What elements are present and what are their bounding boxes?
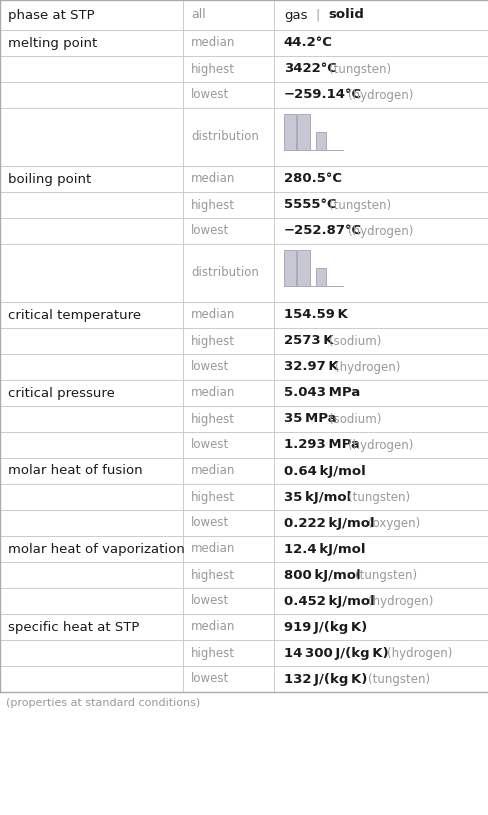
Text: |: | — [315, 8, 320, 21]
Text: highest: highest — [191, 569, 235, 581]
Text: 2573 K: 2573 K — [283, 334, 333, 347]
Text: 1.293 MPa: 1.293 MPa — [283, 438, 359, 452]
Text: melting point: melting point — [8, 37, 97, 50]
Text: specific heat at STP: specific heat at STP — [8, 620, 139, 633]
Text: lowest: lowest — [191, 360, 229, 373]
Text: (oxygen): (oxygen) — [367, 517, 419, 530]
Text: 44.2°C: 44.2°C — [283, 37, 332, 50]
Text: −259.14°C: −259.14°C — [283, 89, 361, 102]
Text: −252.87°C: −252.87°C — [283, 224, 361, 237]
Text: median: median — [191, 465, 235, 478]
Text: distribution: distribution — [191, 267, 259, 280]
Text: median: median — [191, 386, 235, 399]
Text: (hydrogen): (hydrogen) — [367, 594, 432, 607]
Text: lowest: lowest — [191, 672, 229, 685]
Text: 32.97 K: 32.97 K — [283, 360, 338, 373]
Text: lowest: lowest — [191, 517, 229, 530]
Text: lowest: lowest — [191, 438, 229, 452]
Text: highest: highest — [191, 63, 235, 76]
Text: 12.4 kJ/mol: 12.4 kJ/mol — [283, 543, 365, 556]
Text: lowest: lowest — [191, 594, 229, 607]
Text: lowest: lowest — [191, 224, 229, 237]
Text: (tungsten): (tungsten) — [328, 199, 390, 212]
Text: lowest: lowest — [191, 89, 229, 102]
Bar — [297, 250, 309, 286]
Text: median: median — [191, 543, 235, 556]
Text: boiling point: boiling point — [8, 173, 91, 186]
Text: 35 MPa: 35 MPa — [283, 412, 336, 425]
Text: phase at STP: phase at STP — [8, 8, 95, 21]
Text: median: median — [191, 173, 235, 186]
Text: 3422°C: 3422°C — [283, 63, 336, 76]
Text: (sodium): (sodium) — [328, 412, 381, 425]
Text: 14 300 J/(kg K): 14 300 J/(kg K) — [283, 646, 387, 659]
Text: 5555°C: 5555°C — [283, 199, 336, 212]
Text: (hydrogen): (hydrogen) — [347, 438, 413, 452]
Text: highest: highest — [191, 646, 235, 659]
Bar — [315, 268, 325, 286]
Text: (tungsten): (tungsten) — [328, 63, 390, 76]
Text: distribution: distribution — [191, 130, 259, 143]
Text: (hydrogen): (hydrogen) — [386, 646, 452, 659]
Text: (tungsten): (tungsten) — [367, 672, 429, 685]
Text: gas: gas — [283, 8, 307, 21]
Text: 919 J/(kg K): 919 J/(kg K) — [283, 620, 366, 633]
Text: (tungsten): (tungsten) — [354, 569, 416, 581]
Text: critical temperature: critical temperature — [8, 309, 141, 321]
Text: highest: highest — [191, 199, 235, 212]
Text: median: median — [191, 620, 235, 633]
Text: (hydrogen): (hydrogen) — [335, 360, 400, 373]
Text: highest: highest — [191, 334, 235, 347]
Text: 132 J/(kg K): 132 J/(kg K) — [283, 672, 366, 685]
Text: highest: highest — [191, 491, 235, 504]
Text: highest: highest — [191, 412, 235, 425]
Text: 154.59 K: 154.59 K — [283, 309, 347, 321]
Text: 35 kJ/mol: 35 kJ/mol — [283, 491, 350, 504]
Text: median: median — [191, 309, 235, 321]
Text: (hydrogen): (hydrogen) — [347, 224, 413, 237]
Text: all: all — [191, 8, 206, 21]
Text: (properties at standard conditions): (properties at standard conditions) — [6, 698, 200, 708]
Text: (tungsten): (tungsten) — [347, 491, 409, 504]
Text: median: median — [191, 37, 235, 50]
Text: 0.222 kJ/mol: 0.222 kJ/mol — [283, 517, 374, 530]
Text: 5.043 MPa: 5.043 MPa — [283, 386, 359, 399]
Text: 280.5°C: 280.5°C — [283, 173, 341, 186]
Text: (sodium): (sodium) — [328, 334, 381, 347]
Text: (hydrogen): (hydrogen) — [347, 89, 413, 102]
Bar — [283, 250, 296, 286]
Text: molar heat of vaporization: molar heat of vaporization — [8, 543, 184, 556]
Text: molar heat of fusion: molar heat of fusion — [8, 465, 142, 478]
Text: 0.452 kJ/mol: 0.452 kJ/mol — [283, 594, 374, 607]
Text: solid: solid — [328, 8, 364, 21]
Bar — [283, 114, 296, 150]
Bar — [297, 114, 309, 150]
Text: critical pressure: critical pressure — [8, 386, 115, 399]
Text: 0.64 kJ/mol: 0.64 kJ/mol — [283, 465, 365, 478]
Text: 800 kJ/mol: 800 kJ/mol — [283, 569, 360, 581]
Bar — [315, 133, 325, 150]
